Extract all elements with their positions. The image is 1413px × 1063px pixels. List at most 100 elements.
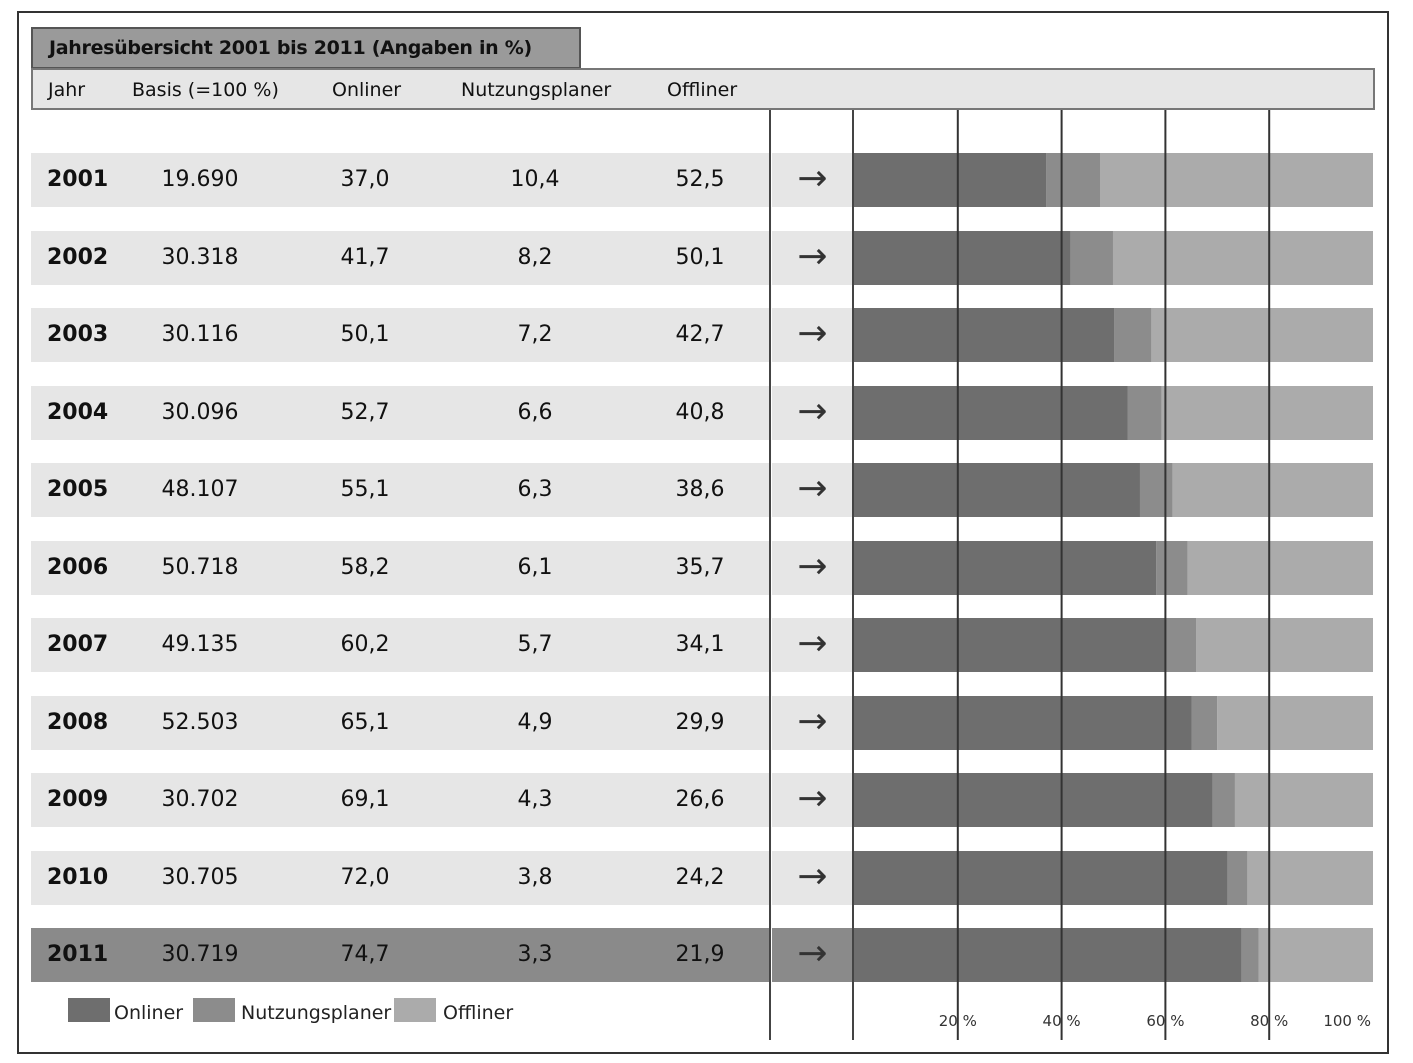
table-row <box>31 231 771 285</box>
cell-basis: 30.719 <box>161 942 239 967</box>
cell-nutzungsplaner: 3,8 <box>517 865 553 890</box>
cell-jahr: 2006 <box>47 555 109 580</box>
bar-offliner-2007 <box>1196 618 1373 672</box>
table-row <box>31 928 771 982</box>
table-row <box>31 308 771 362</box>
arrow-band <box>772 231 853 285</box>
cell-nutzungsplaner: 3,3 <box>517 942 553 967</box>
table-row <box>31 153 771 207</box>
bar-onliner-2006 <box>854 541 1157 595</box>
cell-basis: 30.702 <box>161 787 239 812</box>
arrow-band <box>772 928 853 982</box>
bar-nutzungsplaner-2005 <box>1139 463 1173 517</box>
table-row <box>31 463 771 517</box>
cell-nutzungsplaner: 8,2 <box>517 245 553 270</box>
arrow-band <box>772 463 853 517</box>
arrow-right-icon: → <box>797 236 828 277</box>
legend-label-onliner: Onliner <box>114 1002 184 1024</box>
arrow-right-icon: → <box>797 313 828 354</box>
cell-basis: 30.116 <box>161 322 239 347</box>
cell-nutzungsplaner: 5,7 <box>517 632 553 657</box>
cell-basis: 49.135 <box>161 632 239 657</box>
cell-onliner: 41,7 <box>340 245 390 270</box>
cell-onliner: 72,0 <box>340 865 390 890</box>
cell-offliner: 40,8 <box>675 400 725 425</box>
bar-offliner-2001 <box>1100 153 1373 207</box>
cell-onliner: 50,1 <box>340 322 390 347</box>
cell-offliner: 42,7 <box>675 322 725 347</box>
bar-offliner-2005 <box>1172 463 1373 517</box>
bar-nutzungsplaner-2011 <box>1241 928 1259 982</box>
cell-nutzungsplaner: 4,9 <box>517 710 553 735</box>
bar-nutzungsplaner-2004 <box>1127 386 1162 440</box>
cell-offliner: 52,5 <box>675 167 725 192</box>
cell-jahr: 2002 <box>47 245 109 270</box>
legend-label-offliner: Offliner <box>443 1002 514 1024</box>
cell-onliner: 52,7 <box>340 400 390 425</box>
cell-onliner: 60,2 <box>340 632 390 657</box>
arrow-band <box>772 308 853 362</box>
table-row <box>31 851 771 905</box>
cell-jahr: 2010 <box>47 865 109 890</box>
bar-onliner-2007 <box>854 618 1167 672</box>
header-onliner: Onliner <box>332 79 402 101</box>
cell-jahr: 2008 <box>47 710 109 735</box>
table-row <box>31 773 771 827</box>
bar-onliner-2002 <box>854 231 1071 285</box>
cell-offliner: 29,9 <box>675 710 725 735</box>
cell-jahr: 2009 <box>47 787 109 812</box>
legend-swatch-nutzungsplaner <box>193 998 235 1022</box>
bar-nutzungsplaner-2007 <box>1166 618 1197 672</box>
legend-swatch-onliner <box>68 998 110 1022</box>
cell-nutzungsplaner: 7,2 <box>517 322 553 347</box>
cell-offliner: 34,1 <box>675 632 725 657</box>
cell-basis: 52.503 <box>161 710 239 735</box>
table-row <box>31 696 771 750</box>
cell-jahr: 2011 <box>47 942 109 967</box>
cell-basis: 30.318 <box>161 245 239 270</box>
cell-onliner: 74,7 <box>340 942 390 967</box>
header-jahr: Jahr <box>48 79 86 101</box>
table-row <box>31 386 771 440</box>
arrow-right-icon: → <box>797 158 828 199</box>
bar-offliner-2011 <box>1258 928 1373 982</box>
cell-offliner: 35,7 <box>675 555 725 580</box>
arrow-band <box>772 851 853 905</box>
legend-label-nutzungsplaner: Nutzungsplaner <box>241 1002 392 1024</box>
cell-nutzungsplaner: 10,4 <box>510 167 560 192</box>
bar-nutzungsplaner-2009 <box>1212 773 1235 827</box>
bar-nutzungsplaner-2002 <box>1070 231 1113 285</box>
divider-line <box>769 110 771 1040</box>
x-tick-label: 20 % <box>939 1012 977 1030</box>
cell-nutzungsplaner: 4,3 <box>517 787 553 812</box>
arrow-band <box>772 696 853 750</box>
bar-onliner-2004 <box>854 386 1128 440</box>
cell-jahr: 2007 <box>47 632 109 657</box>
bar-onliner-2001 <box>854 153 1047 207</box>
bar-onliner-2003 <box>854 308 1115 362</box>
bar-nutzungsplaner-2001 <box>1046 153 1101 207</box>
bar-nutzungsplaner-2008 <box>1191 696 1218 750</box>
cell-nutzungsplaner: 6,1 <box>517 555 553 580</box>
bar-nutzungsplaner-2006 <box>1156 541 1188 595</box>
table-row <box>31 618 771 672</box>
cell-basis: 30.096 <box>161 400 239 425</box>
bar-offliner-2002 <box>1112 231 1373 285</box>
cell-jahr: 2005 <box>47 477 109 502</box>
bar-offliner-2004 <box>1161 386 1373 440</box>
cell-nutzungsplaner: 6,6 <box>517 400 553 425</box>
bar-offliner-2008 <box>1217 696 1373 750</box>
chart-title: Jahresübersicht 2001 bis 2011 (Angaben i… <box>31 27 581 69</box>
bar-nutzungsplaner-2003 <box>1114 308 1152 362</box>
arrow-right-icon: → <box>797 856 828 897</box>
cell-onliner: 65,1 <box>340 710 390 735</box>
cell-offliner: 26,6 <box>675 787 725 812</box>
bar-onliner-2010 <box>854 851 1228 905</box>
bar-onliner-2009 <box>854 773 1213 827</box>
arrow-right-icon: → <box>797 701 828 742</box>
bar-offliner-2003 <box>1151 308 1373 362</box>
arrow-band <box>772 618 853 672</box>
cell-offliner: 24,2 <box>675 865 725 890</box>
cell-basis: 19.690 <box>161 167 239 192</box>
bar-onliner-2011 <box>854 928 1242 982</box>
